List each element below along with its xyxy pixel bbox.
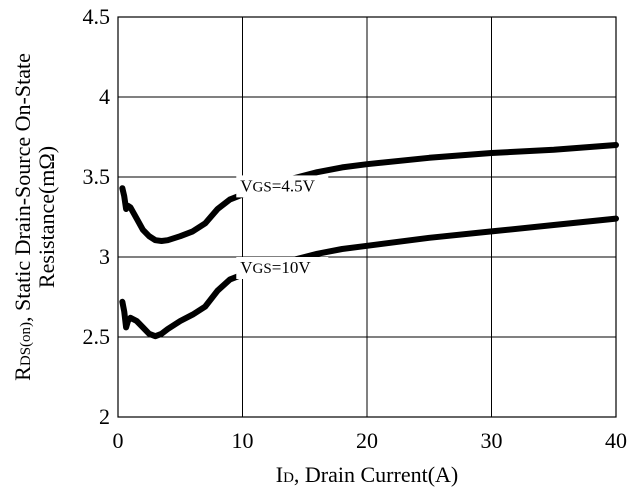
y-tick-label: 4	[99, 84, 110, 109]
series-label-rest: =4.5V	[272, 176, 316, 195]
y-tick-label: 4.5	[83, 4, 111, 29]
series-label-main: V	[240, 176, 253, 195]
x-tick-label: 30	[481, 428, 503, 453]
y-axis-tick-labels: 2 2.5 3 3.5 4 4.5	[83, 4, 111, 429]
series-label-rest: =10V	[272, 258, 312, 277]
x-tick-label: 0	[113, 428, 124, 453]
y-tick-label: 3.5	[83, 164, 111, 189]
series-lines	[119, 142, 619, 340]
y-axis-title-main: R	[10, 366, 35, 381]
series-label-main: V	[240, 258, 253, 277]
y-axis-title-subscript: DS(on)	[18, 322, 34, 366]
y-axis-title-line-2: Resistance(mΩ)	[34, 146, 59, 288]
y-tick-label: 2.5	[83, 324, 111, 349]
series-label-vgs-10v: VGS=10V	[240, 258, 311, 277]
series-label-subscript: GS	[253, 261, 272, 277]
x-tick-label: 10	[232, 428, 254, 453]
y-tick-label: 3	[99, 244, 110, 269]
series-label-vgs-4-5v: VGS=4.5V	[240, 176, 315, 195]
x-tick-label: 40	[605, 428, 627, 453]
series-label-background	[236, 175, 329, 198]
x-axis-title-main: I	[276, 462, 283, 487]
x-axis-title-subscript: D	[283, 470, 294, 486]
x-tick-label: 20	[356, 428, 378, 453]
series-line-vgs-4-5v	[119, 142, 619, 244]
x-axis-tick-labels: 0 10 20 30 40	[113, 428, 628, 453]
y-axis-title-rest: , Static Drain-Source On-State	[10, 53, 35, 322]
x-axis-title: ID, Drain Current(A)	[276, 462, 459, 487]
grid	[118, 17, 616, 417]
x-axis-title-rest: , Drain Current(A)	[294, 462, 458, 487]
series-label-background	[236, 257, 329, 279]
y-axis-title-line-1: RDS(on), Static Drain-Source On-State	[10, 53, 35, 381]
series-label-subscript: GS	[253, 179, 272, 195]
y-tick-label: 2	[99, 404, 110, 429]
series-line-vgs-10v	[119, 215, 619, 340]
